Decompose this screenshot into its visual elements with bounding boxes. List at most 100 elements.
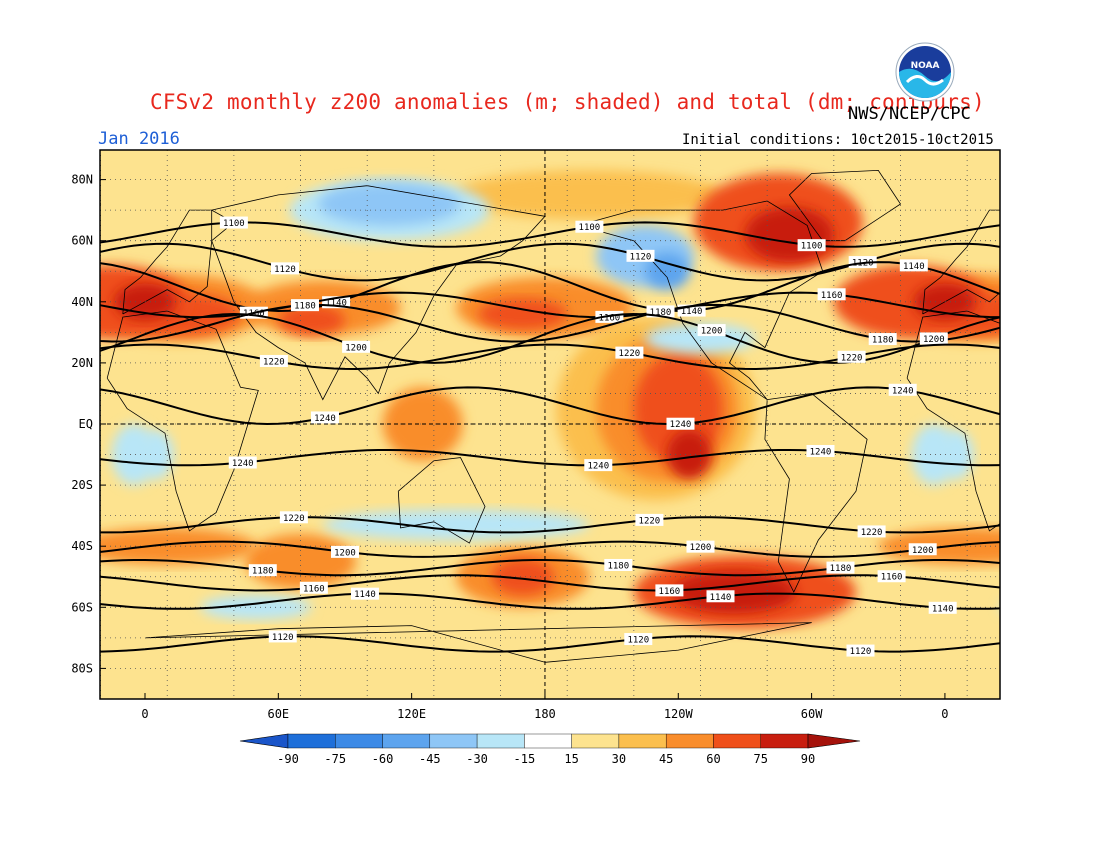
- contour-label-text: 1120: [272, 633, 294, 643]
- contour-line: [100, 574, 1000, 592]
- anomaly-region-southern-ocean-cold: [1000, 595, 1100, 619]
- contour-label-box: [310, 411, 339, 424]
- contour-label: 1240: [888, 383, 917, 396]
- contour-label: 1160: [877, 570, 906, 583]
- contour-line: [100, 540, 1000, 558]
- contour-label: 1220: [279, 511, 308, 524]
- contour-1240: 1240 1240 1240: [100, 383, 1000, 430]
- contour-label-box: [817, 288, 846, 301]
- contour-label: 1200: [330, 545, 359, 558]
- contour-label-text: 1200: [923, 335, 945, 345]
- contour-label-text: 1180: [607, 561, 629, 571]
- contour-label-text: 1220: [283, 514, 305, 524]
- contour-label: 1100: [797, 239, 826, 252]
- colorbar-tick-label: -60: [372, 752, 394, 766]
- colorbar-swatch: [476, 733, 525, 749]
- contour-label-text: 1220: [861, 528, 883, 538]
- contour-label-box: [635, 513, 664, 526]
- coastline-europe: [122, 209, 235, 315]
- colorbar-tick-label: 90: [801, 752, 815, 766]
- lon-tick-label: 0: [141, 707, 148, 721]
- anomaly-region-south-atl-warm: [100, 527, 257, 565]
- lon-tick-label: 60E: [267, 707, 289, 721]
- contour-label-text: 1220: [619, 349, 641, 359]
- colorbar-swatch: [429, 733, 478, 749]
- contour-label: 1200: [686, 540, 715, 553]
- contour-1140: 1140 1140 1140: [100, 587, 1000, 614]
- contour-label-text: 1160: [659, 587, 681, 597]
- contour-label-box: [848, 256, 877, 269]
- lat-tick-label: EQ: [79, 417, 93, 431]
- colorbar-high-arrow: [807, 733, 861, 749]
- lon-tick-label: 180: [534, 707, 556, 721]
- colorbar-tick-label: -30: [466, 752, 488, 766]
- colorbar-low-arrow: [239, 733, 289, 749]
- contour-label: 1140: [928, 601, 957, 614]
- anomaly-region-nz-warm-core: [491, 558, 554, 596]
- lon-tick-label: 120W: [664, 707, 694, 721]
- contour-label-text: 1200: [690, 543, 712, 553]
- contour-label-text: 1240: [587, 462, 609, 472]
- contour-label-box: [248, 564, 277, 577]
- coastline-antarctica: [0, 623, 12, 663]
- contour-1100: 1100 1100 1100: [100, 216, 1000, 252]
- contour-label: 1180: [868, 333, 897, 346]
- anomaly-region-siberia-cold-ring: [1089, 180, 1100, 241]
- contour-label-text: 1160: [243, 309, 265, 319]
- anomaly-region-canada-warm-core: [744, 207, 834, 263]
- contour-label-text: 1180: [830, 564, 852, 574]
- contour-1200: 1200 1200 1200: [100, 540, 1000, 558]
- contour-label-text: 1140: [325, 299, 347, 309]
- map-axes: 80N 60N 40N 20N EQ 20S 40S 60S 80S 0 60E 120E 180 120…: [71, 173, 948, 721]
- initial-conditions-label: Initial conditions: 10ct2015-10ct2015: [682, 132, 994, 148]
- contour-label: 1220: [837, 350, 866, 363]
- contour-label-text: 1180: [650, 308, 672, 318]
- contour-label-text: 1140: [681, 307, 703, 317]
- contour-label-box: [259, 354, 288, 367]
- contour-label-text: 1140: [932, 604, 954, 614]
- contour-label-box: [350, 587, 379, 600]
- contour-label-text: 1160: [303, 584, 325, 594]
- contour-label-box: [846, 644, 875, 657]
- coastline-north-america: [0, 201, 23, 400]
- colorbar-tick-label: 45: [659, 752, 673, 766]
- contour-label-box: [299, 581, 328, 594]
- coastline-south-america: [764, 392, 868, 593]
- lat-tick-label: 20S: [71, 478, 93, 492]
- contour-label: 1180: [604, 558, 633, 571]
- contour-line: [100, 312, 1000, 364]
- contour-label-text: 1200: [334, 548, 356, 558]
- contour-label-text: 1220: [841, 353, 863, 363]
- anomaly-region-canada-warm: [0, 173, 63, 271]
- coastline-greenland: [788, 169, 902, 242]
- valid-month-label: Jan 2016: [98, 129, 180, 149]
- contour-label-text: 1100: [223, 219, 245, 229]
- contour-label: 1160: [817, 288, 846, 301]
- colorbar-swatch: [713, 733, 761, 749]
- contour-label-box: [919, 332, 948, 345]
- contour-label-text: 1120: [627, 636, 649, 646]
- anomaly-region-atlantic-warm: [833, 265, 990, 339]
- colorbar-tick-label: 30: [612, 752, 626, 766]
- contour-label-text: 1140: [354, 590, 376, 600]
- contour-label-box: [270, 262, 299, 275]
- contour-label-box: [330, 545, 359, 558]
- contour-label-box: [268, 630, 297, 643]
- contour-label: 1180: [290, 299, 319, 312]
- contour-label: 1200: [697, 324, 726, 337]
- height-contours: 1100 110011001120112011201140114011401160…: [100, 216, 1000, 657]
- contour-label: 1140: [706, 590, 735, 603]
- contour-label-text: 1240: [670, 420, 692, 430]
- anomaly-region-arctic-warm: [456, 170, 723, 220]
- contour-label-box: [584, 459, 613, 472]
- lat-tick-label: 40S: [71, 539, 93, 553]
- contour-label-box: [797, 239, 826, 252]
- contour-line: [100, 343, 1000, 371]
- contour-label: 1240: [584, 459, 613, 472]
- contour-label-box: [279, 511, 308, 524]
- contour-1220: 1220 1220 1220: [100, 343, 1000, 371]
- contour-label-text: 1180: [294, 302, 316, 312]
- anomaly-region-gulf-alaska-cold-core: [644, 252, 690, 290]
- anomaly-region-epac-warm-max: [667, 430, 712, 479]
